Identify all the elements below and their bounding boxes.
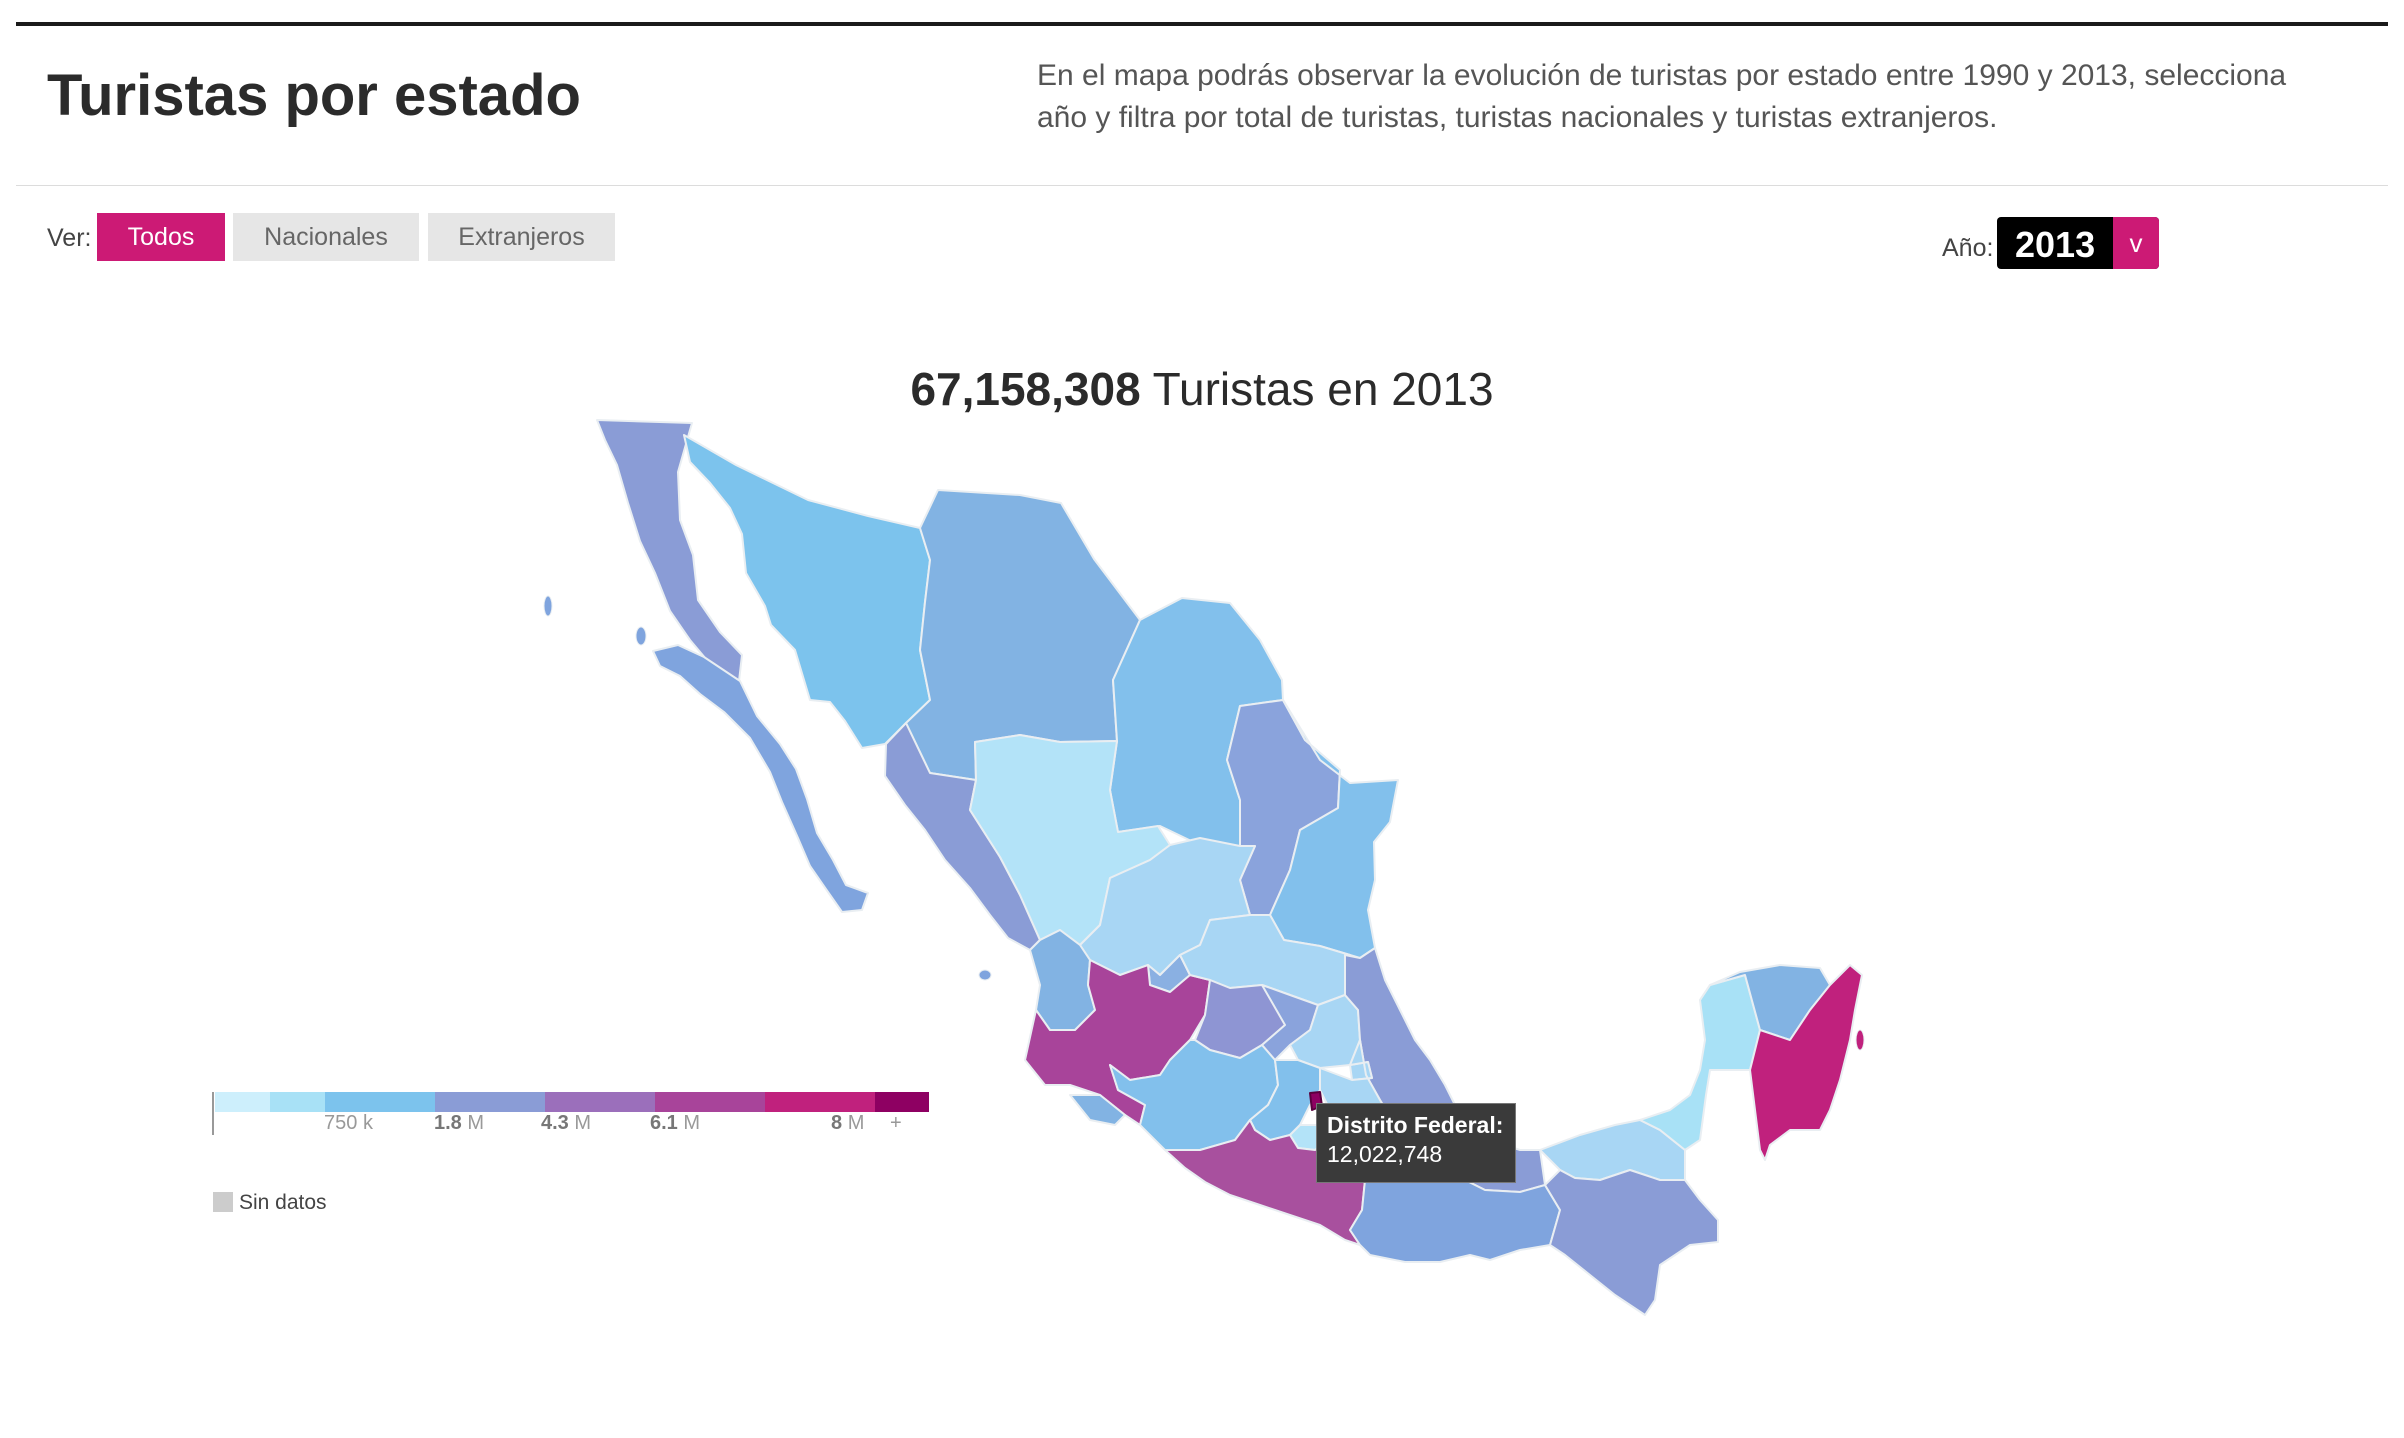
top-rule (16, 22, 2388, 26)
tourist-total-caption: Turistas en 2013 (1152, 363, 1494, 415)
legend-label-4-3m: 4.3 M (541, 1112, 592, 1134)
legend-swatch (545, 1092, 655, 1112)
state-chiapas[interactable] (1544, 1169, 1719, 1316)
legend-swatch (765, 1092, 875, 1112)
filter-extranjeros-button[interactable]: Extranjeros (428, 213, 615, 261)
legend-swatch (215, 1092, 270, 1112)
legend-swatch (655, 1092, 765, 1112)
tooltip-state-name: Distrito Federal: (1327, 1112, 1504, 1138)
legend-swatch (270, 1092, 325, 1112)
tooltip-state-value: 12,022,748 (1327, 1141, 1443, 1167)
island-marias (978, 969, 992, 981)
legend-label-6-1m: 6.1 M (650, 1112, 701, 1134)
page-title: Turistas por estado (47, 63, 581, 128)
legend-label-750k: 750 k (324, 1112, 373, 1134)
no-data-swatch (213, 1192, 233, 1212)
chevron-down-icon[interactable]: v (2113, 217, 2159, 269)
header-divider (16, 185, 2388, 186)
state-tooltip: Distrito Federal: 12,022,748 (1316, 1103, 1516, 1183)
legend-swatch (875, 1092, 929, 1112)
state-colima[interactable] (1069, 1094, 1126, 1126)
legend (212, 1092, 929, 1135)
island-cedros (635, 626, 647, 646)
filter-nacionales-button[interactable]: Nacionales (233, 213, 419, 261)
intro-text: En el mapa podrás observar la evolución … (1037, 59, 2287, 134)
legend-label-1-8m: 1.8 M (434, 1112, 485, 1134)
island-guadalupe (543, 595, 553, 617)
island-cozumel (1855, 1029, 1865, 1051)
year-label: Año: (1942, 234, 1994, 262)
tourist-total: 67,158,308 (910, 363, 1141, 415)
filter-todos-button[interactable]: Todos (97, 213, 225, 261)
no-data-label: Sin datos (239, 1191, 327, 1214)
legend-label-plus: + (890, 1112, 902, 1134)
filter-label: Ver: (47, 224, 92, 252)
state-campeche[interactable] (1639, 974, 1761, 1151)
tourist-total-heading: 67,158,308 Turistas en 2013 (0, 362, 2404, 416)
year-value: 2013 (2015, 224, 2096, 265)
legend-swatch (325, 1092, 435, 1112)
state-baja-california-sur[interactable] (652, 644, 869, 913)
legend-label-8m: 8 M (831, 1112, 865, 1134)
state-sonora[interactable] (683, 434, 931, 749)
year-select[interactable]: 2013 v (1997, 217, 2159, 269)
state-quintana-roo[interactable] (1749, 964, 1863, 1161)
legend-swatch (435, 1092, 545, 1112)
